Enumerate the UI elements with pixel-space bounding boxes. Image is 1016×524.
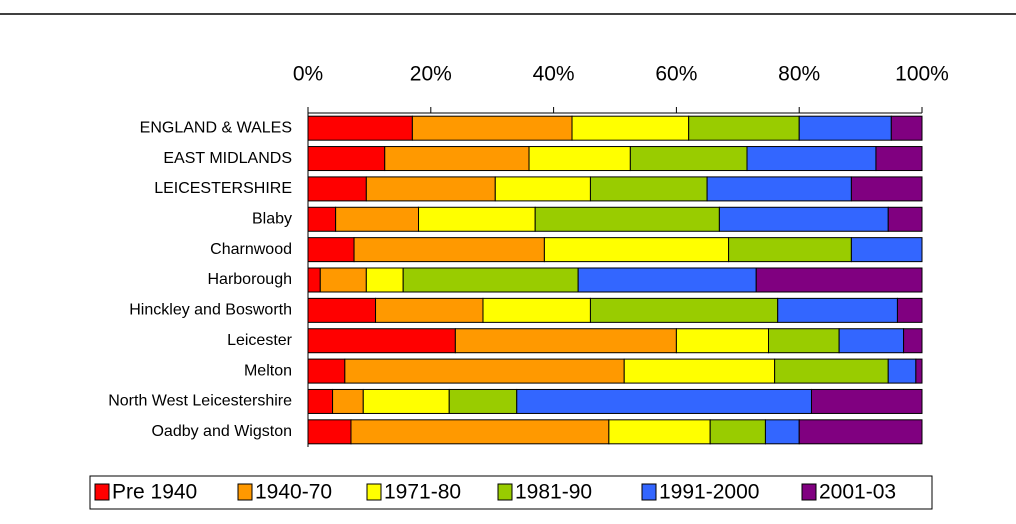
legend-label: 2001-03	[819, 481, 896, 504]
bar-segment	[375, 297, 484, 323]
bar-segment	[307, 115, 413, 141]
bar-segment	[454, 328, 677, 354]
bar-segment	[838, 328, 905, 354]
bar-segment	[675, 328, 770, 354]
y-tick-label: EAST MIDLANDS	[163, 150, 292, 167]
bar-segment	[448, 388, 518, 414]
legend-label: Pre 1940	[112, 481, 197, 504]
y-tick-label: Hinckley and Bosworth	[129, 302, 292, 319]
bar-segment	[307, 237, 355, 263]
bar-segment	[362, 388, 450, 414]
y-tick-label: ENGLAND & WALES	[140, 119, 292, 136]
bar-segment	[307, 358, 346, 384]
bar-segment	[706, 176, 852, 202]
bar-segment	[903, 328, 923, 354]
bar-segment	[494, 176, 591, 202]
y-tick-label: Melton	[244, 362, 292, 379]
x-tick-label: 0%	[293, 63, 323, 86]
bar-segment	[577, 267, 757, 293]
bar-segment	[332, 388, 364, 414]
y-tick-label: LEICESTERSHIRE	[154, 180, 292, 197]
bar-segment	[755, 267, 923, 293]
bar-segment	[543, 237, 730, 263]
y-tick-label: Leicester	[227, 332, 293, 349]
bar-segment	[798, 419, 923, 445]
bar-segment	[307, 388, 334, 414]
y-tick-label: Harborough	[208, 271, 293, 288]
bar-segment	[411, 115, 573, 141]
legend-swatch	[641, 483, 657, 501]
bar-segment	[764, 419, 800, 445]
bar-segment	[534, 206, 720, 232]
bar-segment	[384, 146, 530, 172]
bar-segment	[887, 358, 917, 384]
bar-segment	[629, 146, 748, 172]
bar-segment	[623, 358, 776, 384]
bar-segment	[608, 419, 711, 445]
bar-segment	[571, 115, 690, 141]
bar-segment	[589, 297, 779, 323]
x-tick-label: 100%	[895, 63, 949, 86]
bar-segment	[718, 206, 889, 232]
bar-segment	[516, 388, 812, 414]
x-tick-label: 80%	[778, 63, 820, 86]
bar-segment	[688, 115, 800, 141]
legend-swatch	[801, 483, 817, 501]
y-tick-label: Oadby and Wigston	[151, 423, 292, 440]
bar-segment	[344, 358, 625, 384]
bar-segment	[365, 176, 496, 202]
legend-swatch	[94, 483, 110, 501]
bar-segment	[915, 358, 923, 384]
bar-segment	[887, 206, 923, 232]
legend-swatch	[366, 483, 382, 501]
legend-label: 1981-90	[515, 481, 592, 504]
x-tick-label: 60%	[655, 63, 697, 86]
bar-segment	[728, 237, 852, 263]
bar-segment	[768, 328, 840, 354]
bar-segment	[482, 297, 591, 323]
legend-label: 1991-2000	[659, 481, 759, 504]
bar-segment	[774, 358, 889, 384]
bar-segment	[798, 115, 892, 141]
bar-segment	[875, 146, 923, 172]
legend-label: 1971-80	[384, 481, 461, 504]
bar-segment	[307, 176, 367, 202]
bar-segment	[307, 267, 321, 293]
y-tick-label: North West Leicestershire	[108, 393, 292, 410]
bar-segment	[418, 206, 536, 232]
x-tick-label: 20%	[410, 63, 452, 86]
legend-label: 1940-70	[255, 481, 332, 504]
bar-segment	[307, 206, 337, 232]
bar-segment	[810, 388, 923, 414]
bar-segment	[402, 267, 579, 293]
bar-segment	[890, 115, 923, 141]
legend-swatch	[497, 483, 513, 501]
y-tick-label: Blaby	[252, 210, 292, 227]
bar-segment	[850, 237, 923, 263]
bar-segment	[353, 237, 545, 263]
bar-segment	[350, 419, 610, 445]
bar-segment	[746, 146, 877, 172]
bar-segment	[528, 146, 631, 172]
legend-swatch	[237, 483, 253, 501]
bar-segment	[709, 419, 766, 445]
y-tick-label: Charnwood	[210, 241, 292, 258]
bar-segment	[365, 267, 404, 293]
bar-segment	[896, 297, 923, 323]
bar-segment	[307, 328, 456, 354]
bar-segment	[335, 206, 420, 232]
bar-segment	[319, 267, 367, 293]
bar-segment	[307, 146, 386, 172]
x-tick-label: 40%	[533, 63, 575, 86]
bar-segment	[307, 297, 377, 323]
bar-segment	[850, 176, 923, 202]
bar-segment	[777, 297, 898, 323]
bar-segment	[307, 419, 352, 445]
bar-segment	[589, 176, 708, 202]
